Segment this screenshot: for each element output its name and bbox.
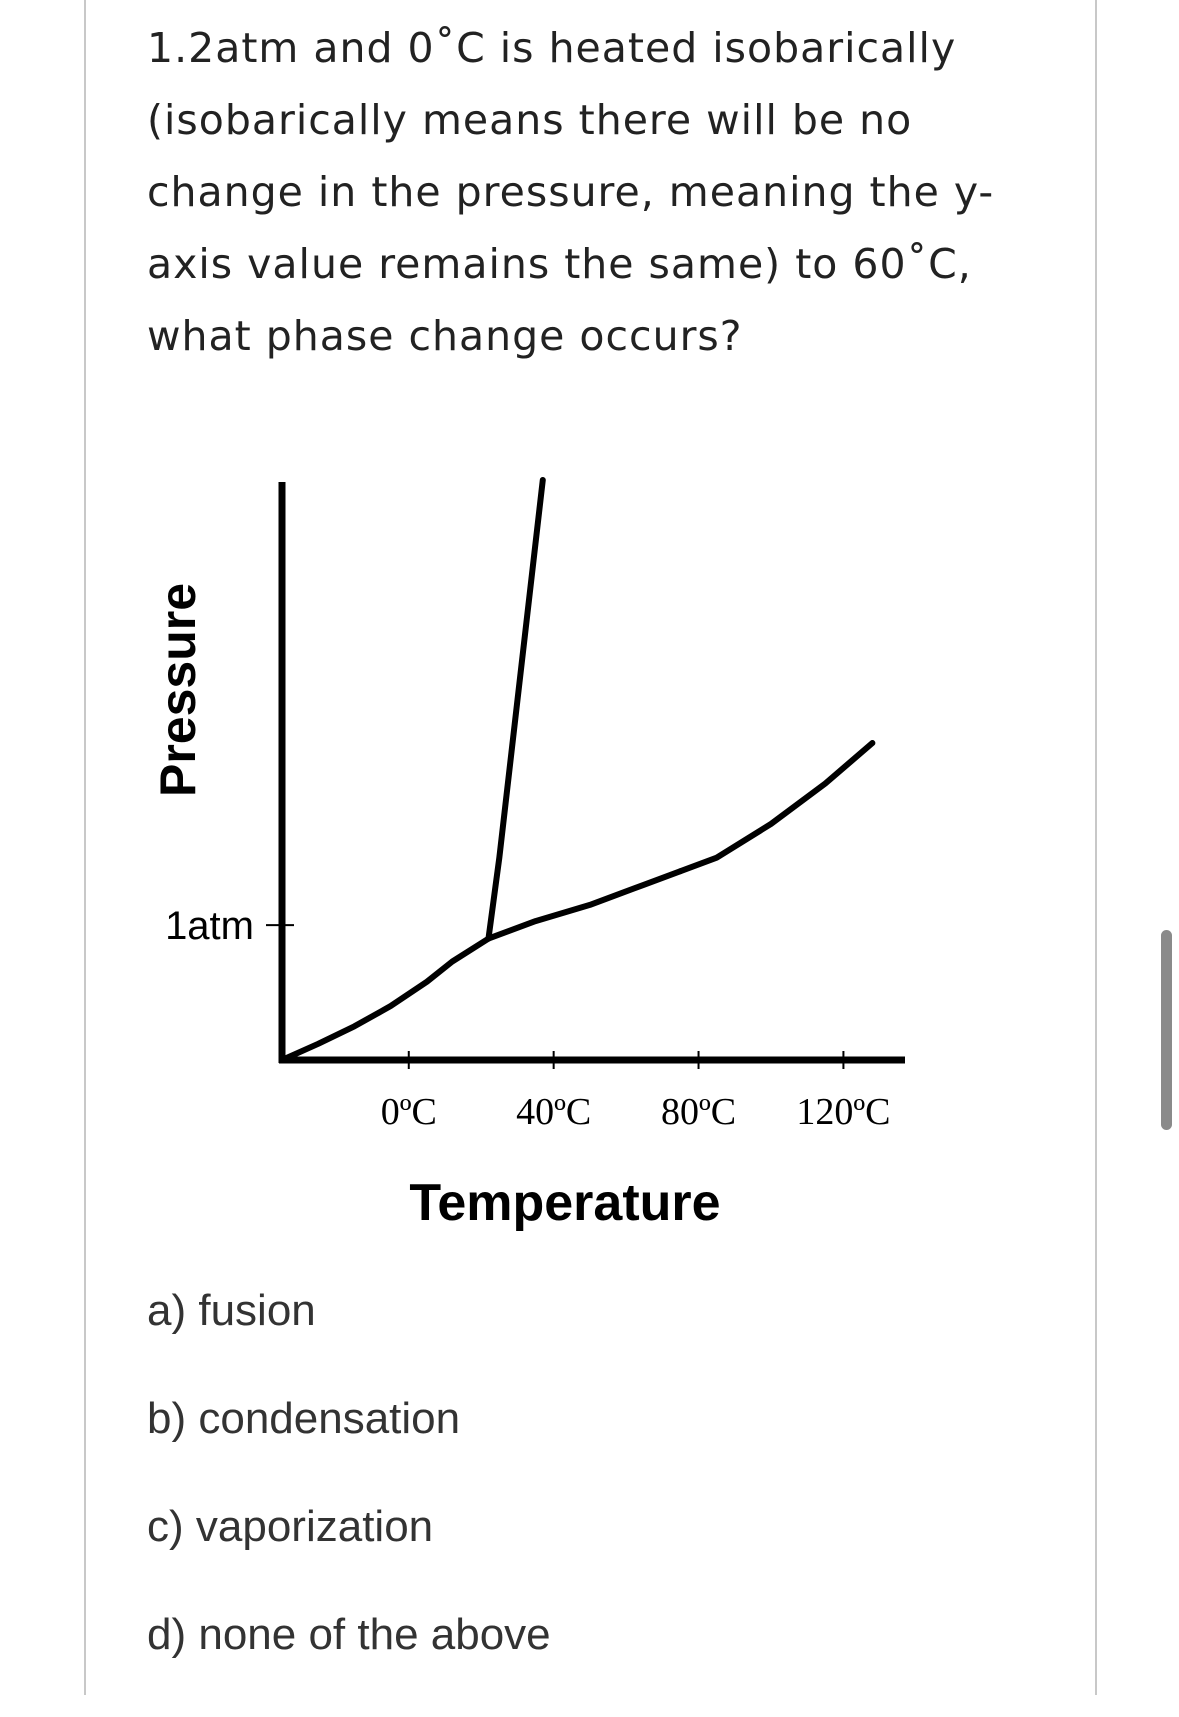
option-b[interactable]: b) condensation — [147, 1394, 461, 1443]
sublimation-curve — [279, 935, 492, 1063]
content-border-left — [84, 0, 86, 1695]
option-d[interactable]: d) none of the above — [147, 1610, 551, 1659]
vaporization-curve-upper — [677, 740, 876, 875]
question-text: 1.2atm and 0˚C is heated isobarically (i… — [147, 24, 995, 360]
x-tick-label: 120ºC — [796, 1091, 890, 1133]
x-tick-label: 80ºC — [661, 1091, 736, 1133]
scrollbar-thumb[interactable] — [1161, 930, 1172, 1130]
x-axis-title: Temperature — [409, 1174, 720, 1232]
y-tick-label: 1atm — [165, 904, 254, 948]
phase-diagram-chart: 0ºC 40ºC 80ºC 120ºC 1atm Temperature Pressure — [150, 477, 905, 1232]
option-a[interactable]: a) fusion — [147, 1286, 316, 1335]
option-c[interactable]: c) vaporization — [147, 1502, 434, 1551]
vaporization-curve-lower — [485, 868, 684, 942]
x-tick-label: 0ºC — [381, 1091, 437, 1133]
x-tick-label: 40ºC — [516, 1091, 591, 1133]
y-axis-title: Pressure — [150, 583, 206, 797]
answer-options: a) fusion b) condensation c) vaporizatio… — [147, 1285, 551, 1717]
content-border-right — [1095, 0, 1097, 1695]
fusion-curve — [485, 477, 546, 942]
